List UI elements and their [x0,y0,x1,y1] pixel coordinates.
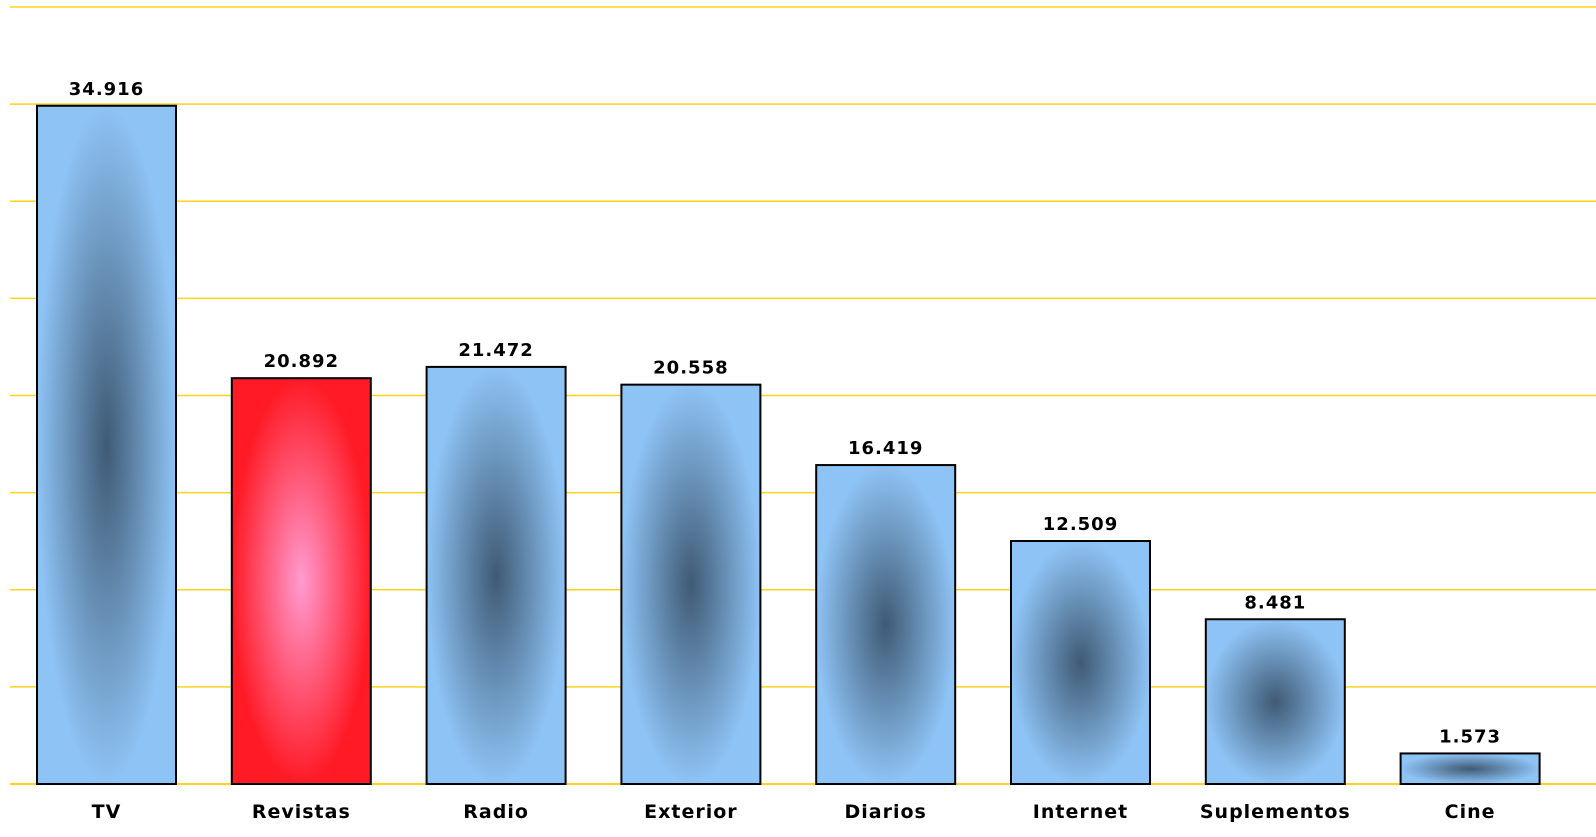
value-label-radio: 21.472 [458,340,533,361]
value-label-suplementos: 8.481 [1244,592,1306,613]
category-label-suplementos: Suplementos [1200,801,1351,823]
value-labels: 34.916 20.892 21.472 20.558 16.419 12.509 8.48… [69,79,1501,748]
value-label-exterior: 20.558 [653,358,728,379]
category-labels: TV Revistas Radio Exterior Diarios Internet Su… [92,801,1496,823]
category-label-tv: TV [92,801,122,823]
category-label-revistas: Revistas [252,801,351,823]
value-label-diarios: 16.419 [848,438,923,459]
bars [36,104,1541,786]
value-label-internet: 12.509 [1043,514,1118,535]
category-label-cine: Cine [1445,801,1496,823]
value-label-cine: 1.573 [1439,726,1501,747]
bar-diarios [815,464,957,785]
category-label-radio: Radio [463,801,529,823]
category-label-diarios: Diarios [845,801,927,823]
value-label-revistas: 20.892 [264,351,339,372]
bar-tv [36,104,177,785]
bar-revistas [230,377,372,785]
bar-suplementos [1204,618,1346,786]
bar-internet [1010,540,1151,786]
category-label-exterior: Exterior [644,801,738,823]
category-label-internet: Internet [1033,801,1128,823]
bar-radio [425,365,567,785]
bar-cine [1399,752,1541,785]
value-label-tv: 34.916 [69,79,144,100]
bar-exterior [620,383,762,785]
